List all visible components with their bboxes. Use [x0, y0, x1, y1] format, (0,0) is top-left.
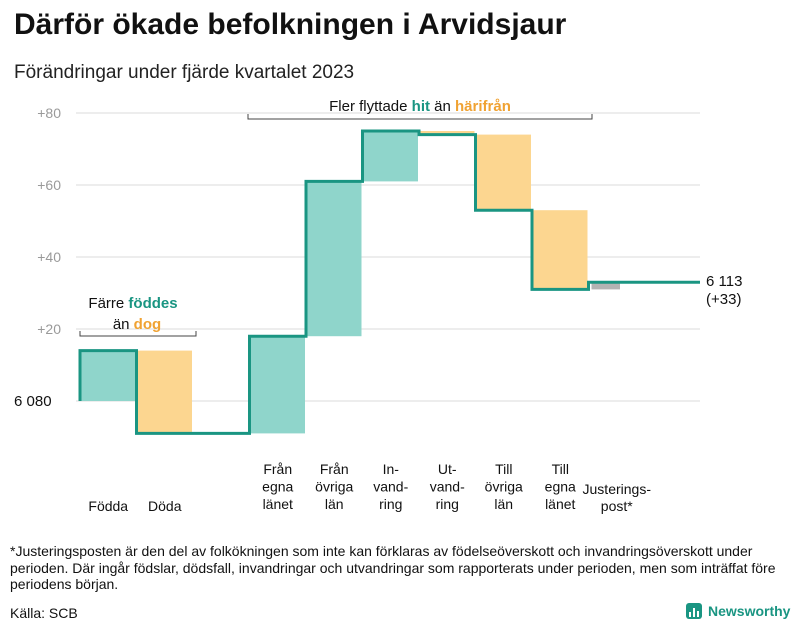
- category-label: Födda: [88, 498, 128, 514]
- category-label: In-: [383, 461, 400, 477]
- source-label: Källa: SCB: [10, 605, 78, 621]
- annotation-bracket: [79, 331, 197, 337]
- category-label: Döda: [148, 498, 182, 514]
- waterfall-chart: +80+60+40+20 Födda DödaFrånegnalänetFrånö…: [14, 98, 742, 514]
- category-label: Från: [320, 461, 349, 477]
- waterfall-bar: [306, 181, 362, 337]
- category-label: Till: [495, 461, 512, 477]
- category-label: ring: [436, 496, 459, 512]
- end-value-label: 6 113: [706, 273, 742, 290]
- category-label: Justerings-: [583, 481, 652, 497]
- y-tick-label: +80: [37, 105, 61, 121]
- annotation-born-label: Färre föddes: [88, 295, 177, 312]
- category-label: län: [325, 496, 344, 512]
- brand-name: Newsworthy: [708, 603, 791, 619]
- waterfall-bar: [136, 350, 192, 434]
- waterfall-bar: [80, 350, 136, 401]
- category-label: egna: [262, 479, 293, 495]
- waterfall-bar: [362, 131, 418, 182]
- waterfall-bar: [591, 282, 620, 290]
- chart-title: Därför ökade befolkningen i Arvidsjaur: [14, 8, 567, 41]
- category-label: länet: [545, 496, 575, 512]
- footnote: *Justeringsposten är den del av folkökni…: [10, 543, 776, 592]
- brand-logo: Newsworthy: [686, 603, 790, 619]
- start-value-label: 6 080: [14, 393, 52, 410]
- waterfall-bar: [419, 131, 475, 135]
- category-label: Till: [552, 461, 569, 477]
- category-label: post*: [601, 498, 633, 514]
- category-label: Ut-: [438, 461, 457, 477]
- category-label: övriga: [485, 479, 523, 495]
- y-tick-label: +40: [37, 249, 61, 265]
- y-tick-label: +60: [37, 177, 61, 193]
- bar-chart-icon: [686, 603, 702, 619]
- y-tick-label: +20: [37, 321, 61, 337]
- end-change-label: (+33): [706, 291, 741, 308]
- category-label: egna: [545, 479, 576, 495]
- category-label: länet: [263, 496, 293, 512]
- annotation-died-label: än dog: [113, 316, 161, 333]
- chart-subtitle: Förändringar under fjärde kvartalet 2023: [14, 62, 355, 83]
- category-label: Från: [263, 461, 292, 477]
- annotation-bracket: [247, 114, 593, 120]
- category-label: övriga: [315, 479, 353, 495]
- cumulative-step-line: [78, 129, 700, 435]
- annotation-migration-label: Fler flyttade hit än härifrån: [329, 98, 511, 115]
- waterfall-bar: [249, 336, 305, 434]
- category-label: vand-: [373, 479, 408, 495]
- waterfall-bar: [532, 210, 588, 290]
- category-label: län: [494, 496, 513, 512]
- category-label: ring: [379, 496, 402, 512]
- category-label: vand-: [430, 479, 465, 495]
- waterfall-bar: [475, 134, 531, 211]
